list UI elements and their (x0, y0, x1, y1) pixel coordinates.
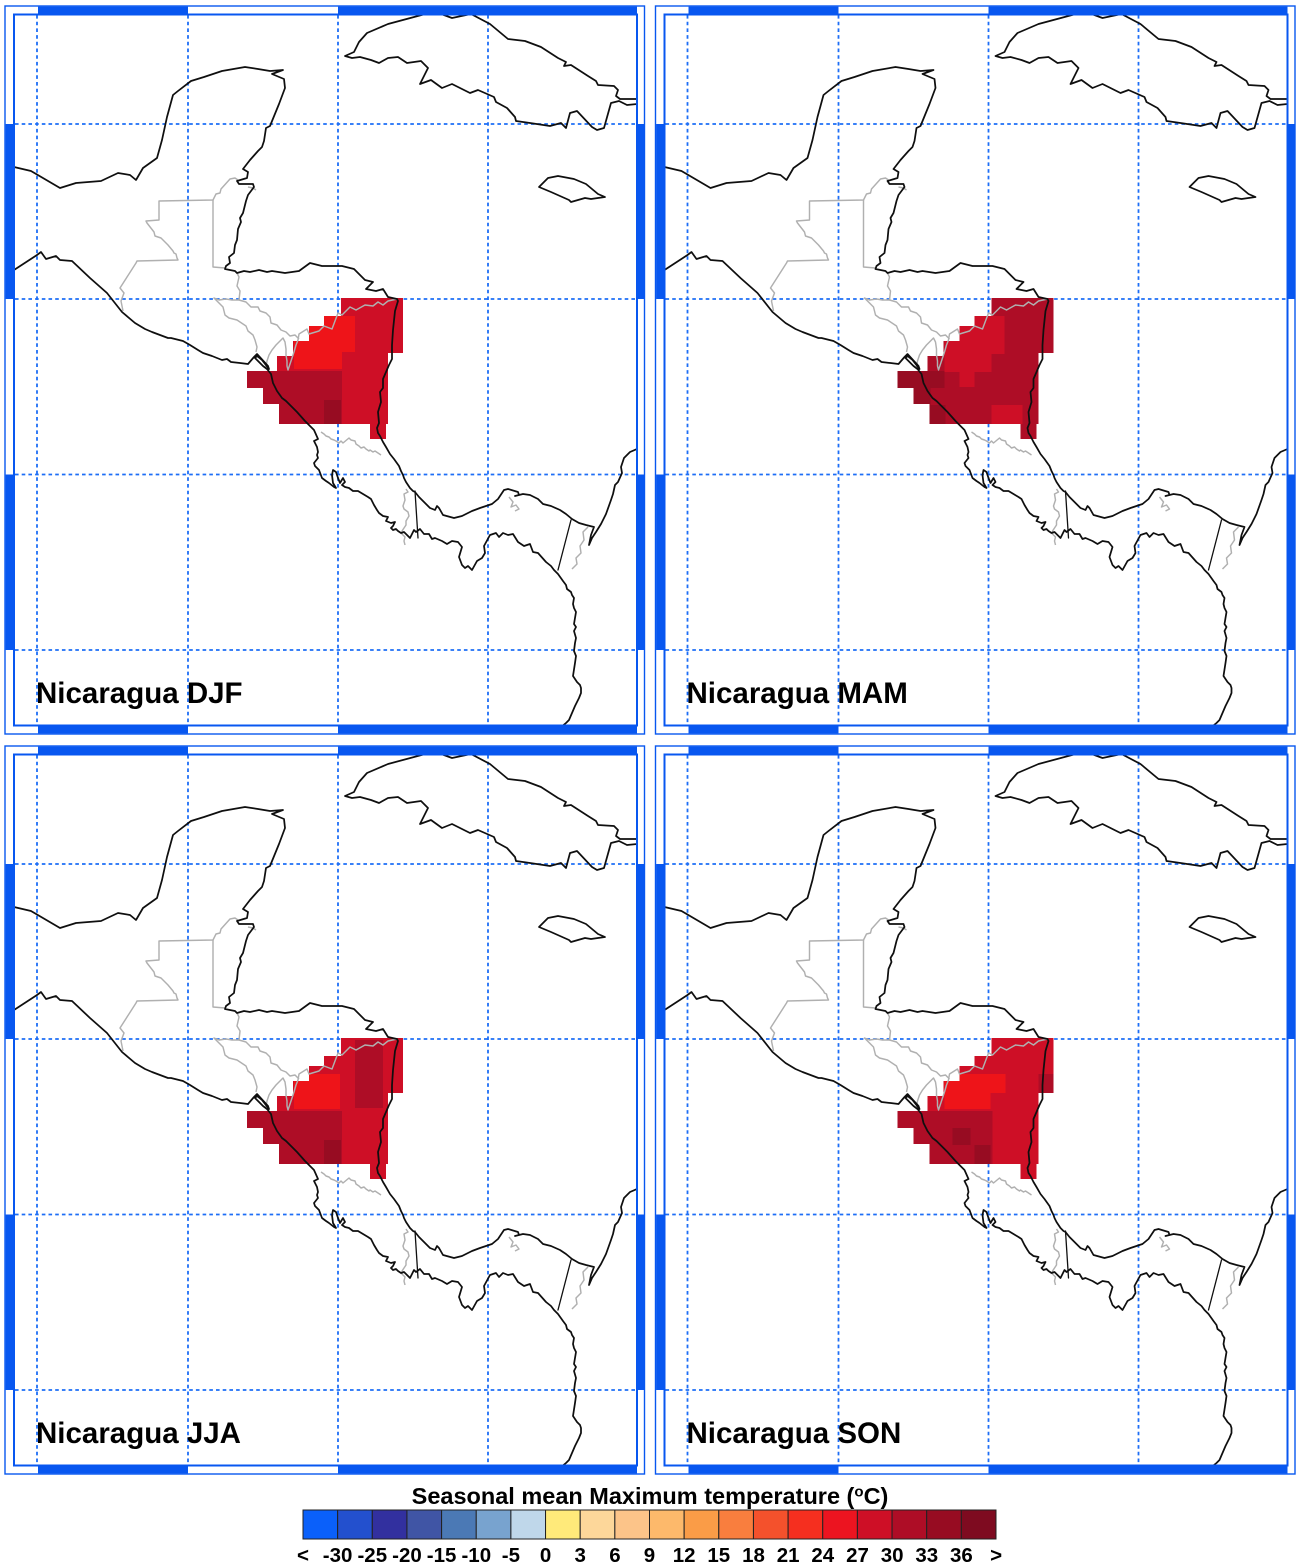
svg-text:-5: -5 (502, 1544, 520, 1567)
svg-text:27: 27 (846, 1544, 869, 1567)
svg-text:>: > (990, 1544, 1002, 1567)
svg-text:18: 18 (742, 1544, 765, 1567)
svg-text:-30: -30 (323, 1544, 353, 1567)
svg-text:Seasonal mean Maximum temperat: Seasonal mean Maximum temperature (oC) (412, 1483, 889, 1509)
svg-text:9: 9 (644, 1544, 655, 1567)
svg-text:12: 12 (673, 1544, 696, 1567)
svg-text:Nicaragua MAM: Nicaragua MAM (687, 677, 908, 710)
svg-text:-15: -15 (427, 1544, 457, 1567)
svg-text:36: 36 (950, 1544, 973, 1567)
svg-text:-10: -10 (461, 1544, 491, 1567)
svg-text:30: 30 (881, 1544, 904, 1567)
svg-text:21: 21 (777, 1544, 800, 1567)
svg-text:15: 15 (707, 1544, 730, 1567)
svg-text:<: < (297, 1544, 309, 1567)
svg-text:-25: -25 (357, 1544, 387, 1567)
svg-text:24: 24 (811, 1544, 834, 1567)
svg-text:33: 33 (915, 1544, 938, 1567)
svg-text:Nicaragua SON: Nicaragua SON (687, 1417, 902, 1450)
svg-text:Nicaragua DJF: Nicaragua DJF (36, 677, 243, 710)
svg-text:-20: -20 (392, 1544, 422, 1567)
svg-text:3: 3 (574, 1544, 585, 1567)
svg-text:0: 0 (540, 1544, 551, 1567)
svg-text:Nicaragua JJA: Nicaragua JJA (36, 1417, 241, 1450)
svg-text:6: 6 (609, 1544, 620, 1567)
